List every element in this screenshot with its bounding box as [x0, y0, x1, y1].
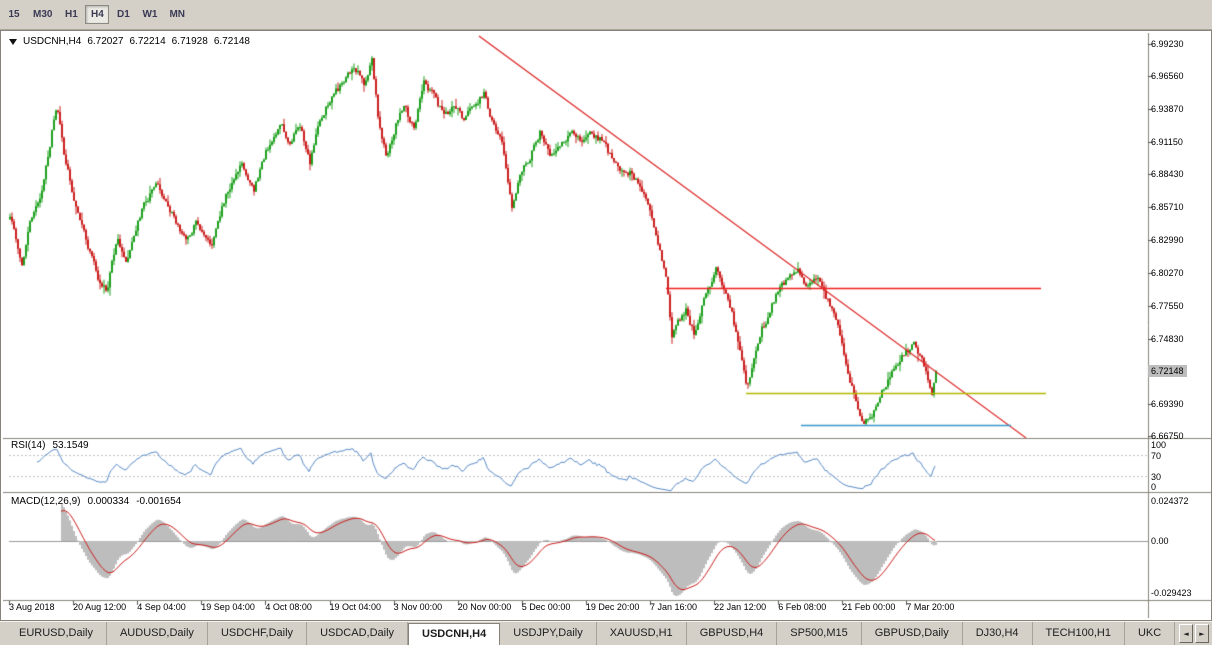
quote-open: 6.72027: [87, 36, 124, 47]
time-axis-label: 7 Jan 16:00: [650, 602, 698, 612]
chart-tab-ukc[interactable]: UKC: [1125, 622, 1176, 645]
price-axis-label: 6.66750: [1151, 431, 1184, 442]
time-axis-label: 21 Feb 00:00: [842, 602, 896, 612]
chart-tab-gbpusd-h4[interactable]: GBPUSD,H4: [687, 622, 778, 645]
time-axis-label: 6 Feb 08:00: [778, 602, 827, 612]
macd-scale-top: 0.024372: [1151, 496, 1189, 506]
price-axis-label: 6.82990: [1151, 235, 1184, 246]
timeframe-button-w1[interactable]: W1: [142, 9, 158, 20]
time-axis-label: 20 Nov 00:00: [457, 602, 512, 612]
timeframe-button-group: 15 M30 H1 H4 D1 W1 MN: [0, 5, 190, 24]
chart-tab-bar: EURUSD,Daily AUDUSD,Daily USDCHF,Daily USDC…: [0, 621, 1212, 645]
time-axis-label: 22 Jan 12:00: [714, 602, 767, 612]
timeframe-button-m30[interactable]: M30: [33, 9, 53, 20]
macd-main-value: 0.000334: [87, 496, 130, 507]
timeframe-button-mn[interactable]: MN: [169, 9, 186, 20]
price-axis-label: 6.74830: [1151, 333, 1184, 344]
chart-tab-audusd-daily[interactable]: AUDUSD,Daily: [107, 622, 208, 645]
macd-scale-zero: 0.00: [1151, 536, 1169, 546]
time-axis-label: 7 Mar 20:00: [906, 602, 955, 612]
timeframe-button-15[interactable]: 15: [8, 9, 20, 20]
price-axis-label: 6.91150: [1151, 136, 1183, 147]
chart-tab-sp500-m15[interactable]: SP500,M15: [777, 622, 862, 645]
chart-symbol-label: USDCNH,H4: [23, 36, 82, 47]
rsi-scale-label: 100: [1151, 440, 1167, 450]
symbol-marker-icon: [9, 38, 17, 45]
macd-scale-bottom: -0.029423: [1151, 588, 1192, 598]
tab-scroll-left-button[interactable]: ◄: [1179, 624, 1193, 643]
chart-tabs: EURUSD,Daily AUDUSD,Daily USDCHF,Daily USDC…: [6, 622, 1182, 645]
chart-window: USDCNH,H4 6.72027 6.72214 6.71928 6.7214…: [0, 30, 1212, 621]
rsi-scale-label: 0: [1151, 482, 1157, 492]
current-price-tag: 6.72148: [1148, 364, 1187, 377]
macd-signal-value: -0.001654: [136, 496, 182, 507]
rsi-scale-label: 30: [1151, 472, 1162, 483]
chart-tab-usdcad-daily[interactable]: USDCAD,Daily: [307, 622, 409, 645]
time-axis-label: 19 Sep 04:00: [201, 602, 255, 612]
timeframe-toolbar: 15 M30 H1 H4 D1 W1 MN: [0, 0, 1212, 30]
rsi-value: 53.1549: [52, 440, 89, 451]
timeframe-button-h1[interactable]: H1: [65, 9, 78, 20]
price-axis-label: 6.77550: [1151, 300, 1184, 311]
chart-tab-tech100-h1[interactable]: TECH100,H1: [1033, 622, 1125, 645]
chart-tab-dj30-h4[interactable]: DJ30,H4: [963, 622, 1033, 645]
time-axis-label: 20 Aug 12:00: [73, 602, 127, 612]
chart-tab-eurusd-daily[interactable]: EURUSD,Daily: [6, 622, 107, 645]
price-axis-label: 6.80270: [1151, 267, 1184, 278]
tab-scroll-buttons: ◄ ►: [1179, 624, 1209, 643]
rsi-name: RSI(14): [11, 440, 46, 451]
time-axis-label: 4 Oct 08:00: [265, 602, 312, 612]
price-axis-label: 6.99230: [1151, 38, 1184, 49]
price-axis-label: 6.96560: [1151, 71, 1184, 82]
time-axis-label: 19 Dec 20:00: [585, 602, 640, 612]
time-axis-label: 19 Oct 04:00: [329, 602, 382, 612]
chart-tab-usdjpy-daily[interactable]: USDJPY,Daily: [500, 622, 597, 645]
time-axis-label: 4 Sep 04:00: [137, 602, 186, 612]
chart-tab-gbpusd-daily[interactable]: GBPUSD,Daily: [862, 622, 963, 645]
macd-indicator-label: MACD(12,26,9) 0.000334 -0.001654: [11, 496, 181, 507]
time-axis-label: 3 Nov 00:00: [393, 602, 443, 612]
scroll-left-icon: ◄: [1183, 629, 1189, 638]
rsi-indicator-label: RSI(14) 53.1549: [11, 440, 89, 451]
timeframe-button-h4[interactable]: H4: [85, 5, 110, 24]
tab-scroll-right-button[interactable]: ►: [1195, 624, 1209, 643]
price-axis-label: 6.93870: [1151, 103, 1184, 114]
chart-tab-usdchf-daily[interactable]: USDCHF,Daily: [208, 622, 308, 645]
price-axis-label: 6.88430: [1151, 169, 1184, 180]
chart-quote-line: USDCNH,H4 6.72027 6.72214 6.71928 6.7214…: [9, 36, 250, 47]
quote-high: 6.72214: [129, 36, 166, 47]
chart-tab-usdcnh-h4[interactable]: USDCNH,H4: [408, 623, 501, 645]
candlestick-chart-canvas[interactable]: [3, 33, 1211, 618]
macd-name: MACD(12,26,9): [11, 496, 81, 507]
rsi-scale-label: 70: [1151, 450, 1162, 461]
time-axis-label: 3 Aug 2018: [9, 602, 55, 612]
quote-low: 6.71928: [171, 36, 208, 47]
price-axis-label: 6.85710: [1151, 202, 1184, 213]
timeframe-button-d1[interactable]: D1: [117, 9, 130, 20]
price-axis-label: 6.69390: [1151, 399, 1184, 410]
scroll-right-icon: ►: [1199, 629, 1205, 638]
quote-close: 6.72148: [213, 36, 250, 47]
chart-tab-xauusd-h1[interactable]: XAUUSD,H1: [597, 622, 687, 645]
time-axis-label: 5 Dec 00:00: [521, 602, 571, 612]
